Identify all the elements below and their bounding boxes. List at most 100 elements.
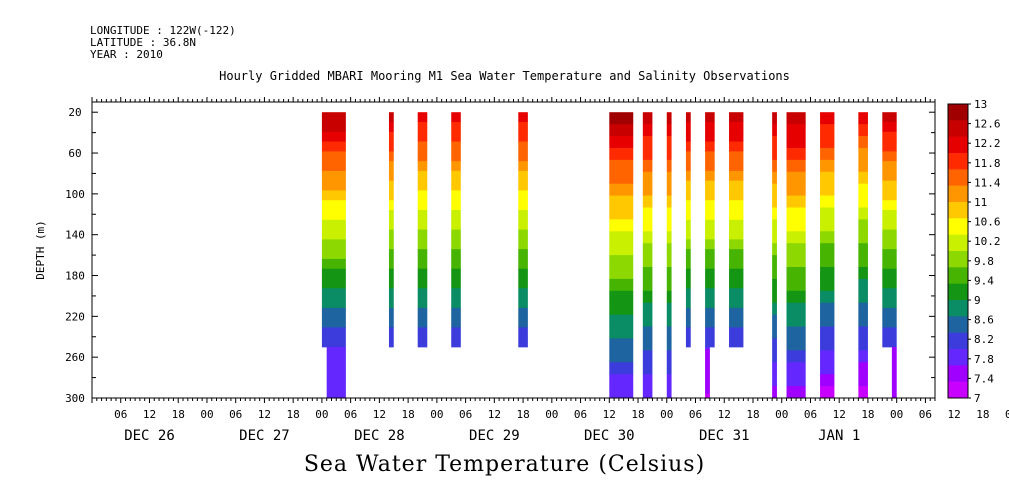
x-tick-label: 12 bbox=[948, 408, 961, 421]
segment-cell bbox=[642, 278, 653, 292]
segment-cell bbox=[388, 112, 394, 123]
segment-cell bbox=[326, 370, 346, 373]
segment-cell bbox=[891, 378, 897, 382]
temperature-segment bbox=[451, 112, 461, 348]
segment-cell bbox=[451, 210, 461, 221]
segment-cell bbox=[326, 355, 346, 358]
temperature-segment bbox=[685, 112, 691, 348]
segment-cell bbox=[326, 357, 346, 361]
segment-cell bbox=[666, 290, 672, 304]
segment-cell bbox=[321, 229, 346, 240]
segment-cell bbox=[705, 229, 715, 240]
x-tick-label: 06 bbox=[574, 408, 587, 421]
segment-cell bbox=[882, 249, 897, 260]
segment-cell bbox=[786, 326, 806, 339]
colorbar-tick-label: 8.2 bbox=[974, 333, 994, 346]
x-tick-label: 00 bbox=[1005, 408, 1009, 421]
segment-cell bbox=[882, 121, 897, 133]
segment-cell bbox=[772, 112, 777, 125]
temperature-segment bbox=[786, 112, 806, 399]
segment-cell bbox=[729, 278, 744, 289]
segment-cell bbox=[820, 147, 835, 161]
segment-cell bbox=[666, 267, 672, 280]
x-tick-label: 06 bbox=[689, 408, 702, 421]
day-label: DEC 26 bbox=[124, 428, 175, 444]
segment-cell bbox=[321, 278, 346, 289]
segment-cell bbox=[388, 268, 394, 279]
x-tick-label: 18 bbox=[976, 408, 989, 421]
segment-cell bbox=[882, 180, 897, 191]
segment-cell bbox=[666, 112, 672, 125]
y-axis-ticks: 20 60 100 140 180 220 260 300 bbox=[65, 106, 935, 405]
segment-cell bbox=[417, 151, 428, 162]
segment-cell bbox=[685, 151, 691, 162]
chart-title: Hourly Gridded MBARI Mooring M1 Sea Wate… bbox=[219, 69, 790, 83]
segment-cell bbox=[772, 386, 777, 399]
x-tick-label: 00 bbox=[890, 408, 903, 421]
segment-cell bbox=[451, 121, 461, 133]
segment-cell bbox=[882, 258, 897, 270]
segment-cell bbox=[786, 219, 806, 232]
segment-cell bbox=[705, 385, 710, 388]
segment-cell bbox=[786, 171, 806, 185]
segment-cell bbox=[417, 141, 428, 152]
x-tick-label: 12 bbox=[488, 408, 501, 421]
segment-cell bbox=[729, 327, 744, 338]
x-tick-label: 12 bbox=[603, 408, 616, 421]
segment-cell bbox=[729, 298, 744, 309]
segment-cell bbox=[518, 258, 528, 270]
segment-cell bbox=[417, 239, 428, 250]
temperature-segment bbox=[321, 112, 346, 348]
segment-cell bbox=[321, 288, 346, 299]
temperature-segment bbox=[705, 112, 715, 348]
segment-cell bbox=[820, 362, 835, 375]
segment-cell bbox=[891, 391, 897, 395]
segment-cell bbox=[891, 359, 897, 363]
segment-cell bbox=[820, 207, 835, 220]
segment-cell bbox=[685, 327, 691, 338]
segment-cell bbox=[388, 337, 394, 348]
segment-cell bbox=[786, 386, 806, 399]
segment-cell bbox=[388, 180, 394, 191]
segment-cell bbox=[772, 243, 777, 256]
segment-cell bbox=[858, 350, 868, 363]
segment-cell bbox=[321, 298, 346, 309]
segment-cell bbox=[882, 131, 897, 142]
segment-cell bbox=[705, 131, 715, 142]
segment-cell bbox=[858, 267, 868, 280]
segment-cell bbox=[858, 338, 868, 351]
segment-cell bbox=[786, 136, 806, 149]
segment-cell bbox=[326, 346, 346, 350]
day-label: DEC 29 bbox=[469, 428, 520, 444]
minor-ticks bbox=[91, 97, 936, 403]
segment-cell bbox=[705, 368, 710, 371]
x-axis-day-labels: DEC 26 DEC 27 DEC 28 DEC 29 DEC 30 DEC 31 JAN … bbox=[124, 428, 860, 444]
x-tick-label: 00 bbox=[200, 408, 213, 421]
colorbar-tick-label: 10.2 bbox=[974, 235, 1001, 248]
segment-cell bbox=[609, 362, 634, 375]
segment-cell bbox=[882, 210, 897, 221]
segment-cell bbox=[609, 112, 634, 125]
segment-cell bbox=[685, 239, 691, 250]
segment-cell bbox=[321, 161, 346, 172]
segment-cell bbox=[772, 350, 777, 363]
segment-cell bbox=[772, 314, 777, 327]
segment-cell bbox=[388, 131, 394, 142]
segment-cell bbox=[786, 278, 806, 292]
segment-cell bbox=[321, 190, 346, 201]
segment-cell bbox=[642, 290, 653, 304]
segment-cell bbox=[891, 395, 897, 399]
x-tick-label: 00 bbox=[315, 408, 328, 421]
segment-cell bbox=[820, 314, 835, 327]
colorbar-tick-label: 9.8 bbox=[974, 255, 994, 268]
segment-cell bbox=[882, 190, 897, 201]
segment-cell bbox=[321, 317, 346, 328]
colorbar-swatch bbox=[948, 381, 968, 399]
segment-cell bbox=[417, 180, 428, 191]
segment-cell bbox=[321, 180, 346, 191]
segment-cell bbox=[882, 268, 897, 279]
segment-cell bbox=[642, 362, 653, 375]
segment-cell bbox=[858, 219, 868, 232]
segment-cell bbox=[820, 374, 835, 387]
